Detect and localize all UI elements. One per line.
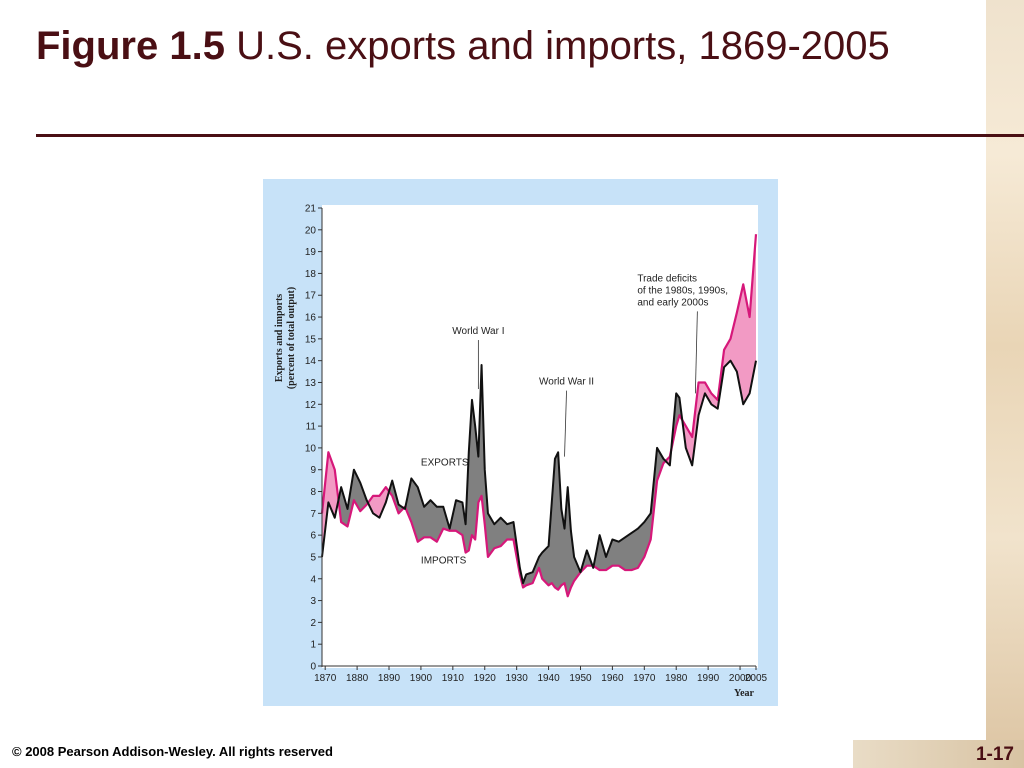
decorative-side-strip <box>986 0 1024 768</box>
x-axis-label: Year <box>734 688 755 699</box>
y-tick-label: 4 <box>310 574 316 585</box>
x-tick-label: 1910 <box>442 673 465 684</box>
exports-line <box>321 359 757 585</box>
page-number-tab: 1-17 <box>853 740 1024 768</box>
x-tick-label: 1980 <box>665 673 688 684</box>
y-tick-label: 18 <box>305 269 317 280</box>
slide-title: Figure 1.5 U.S. exports and imports, 186… <box>36 22 966 70</box>
ww2-annotation-line: World War II <box>539 377 594 388</box>
ww1-annotation: World War I <box>452 326 504 337</box>
y-tick-label: 10 <box>305 443 317 454</box>
y-tick-label: 5 <box>310 552 316 563</box>
ww2-annotation: World War II <box>539 377 594 388</box>
y-tick-label: 21 <box>305 204 317 215</box>
x-tick-label: 2000 <box>729 673 752 684</box>
x-tick-label: 1970 <box>633 673 656 684</box>
y-tick-label: 17 <box>305 291 317 302</box>
trade-deficits-annotation: Trade deficits of the 1980s, 1990s, and ea… <box>637 273 728 308</box>
y-tick-label: 19 <box>305 247 317 258</box>
y-tick-label: 15 <box>305 334 317 345</box>
trade-deficits-annotation-line: and early 2000s <box>637 297 708 308</box>
y-tick-label: 9 <box>310 465 316 476</box>
exports-series-label-line: EXPORTS <box>421 457 469 468</box>
y-tick-label: 14 <box>305 356 317 367</box>
y-tick-label: 2 <box>310 618 316 629</box>
imports-series-label: IMPORTS <box>421 555 467 566</box>
export-surplus-area <box>338 365 683 597</box>
y-tick-label: 16 <box>305 313 317 324</box>
page-number: 1-17 <box>975 744 1014 765</box>
x-tick-label: 1920 <box>474 673 497 684</box>
y-tick-label: 8 <box>310 487 316 498</box>
trade-deficits-annotation-line: Trade deficits <box>637 273 697 284</box>
x-tick-label: 1940 <box>537 673 560 684</box>
y-axis-label: Exports and imports(percent of total out… <box>274 287 297 389</box>
y-tick-label: 6 <box>310 531 316 542</box>
ww1-annotation-line: World War I <box>452 326 504 337</box>
x-tick-label: 1960 <box>601 673 624 684</box>
y-tick-label: 3 <box>310 596 316 607</box>
x-tick-label: 2005 <box>745 673 768 684</box>
x-tick-label: 1880 <box>346 673 369 684</box>
x-tick-label: 1900 <box>410 673 433 684</box>
exports-series-label: EXPORTS <box>421 457 469 468</box>
x-tick-label: 1870 <box>314 673 337 684</box>
x-tick-label: 1930 <box>506 673 529 684</box>
figure-number: Figure 1.5 <box>36 24 225 68</box>
copyright-footer: © 2008 Pearson Addison-Wesley. All right… <box>12 744 333 759</box>
y-tick-label: 0 <box>310 662 316 673</box>
ww2-annotation-leader <box>564 390 567 457</box>
x-tick-label: 1890 <box>378 673 401 684</box>
figure-caption: U.S. exports and imports, 1869-2005 <box>224 24 890 68</box>
x-tick-label: 1950 <box>569 673 592 684</box>
y-tick-label: 12 <box>305 400 317 411</box>
y-tick-label: 1 <box>310 640 316 651</box>
imports-series-label-line: IMPORTS <box>421 555 467 566</box>
x-tick-label: 1990 <box>697 673 720 684</box>
y-tick-label: 11 <box>306 422 317 433</box>
y-axis-label-line: (percent of total output) <box>286 287 297 389</box>
title-divider <box>36 134 1024 137</box>
y-tick-label: 7 <box>310 509 316 520</box>
y-axis-label-line: Exports and imports <box>274 294 285 382</box>
trade-deficits-annotation-leader <box>694 311 698 394</box>
y-tick-label: 13 <box>305 378 317 389</box>
y-tick-label: 20 <box>305 225 317 236</box>
trade-deficits-annotation-line: of the 1980s, 1990s, <box>637 285 728 296</box>
